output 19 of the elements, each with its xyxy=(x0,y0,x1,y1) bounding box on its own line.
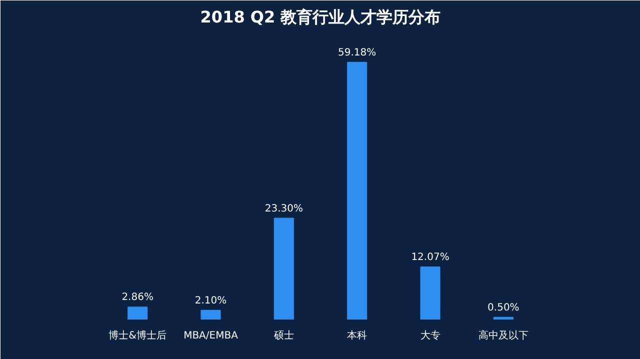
bar xyxy=(347,62,368,320)
data-label: 23.30% xyxy=(264,203,303,214)
bar xyxy=(200,310,221,320)
x-tick-label: 高中及以下 xyxy=(478,330,528,342)
data-label: 0.50% xyxy=(488,302,520,314)
bar xyxy=(128,306,148,320)
x-tick-label: 博士&博士后 xyxy=(108,330,166,342)
data-label: 12.07% xyxy=(411,252,450,264)
data-label: 59.18% xyxy=(338,47,376,58)
x-tick-label: 大专 xyxy=(420,330,440,342)
bar xyxy=(274,218,294,320)
bar xyxy=(493,316,514,320)
data-label: 2.10% xyxy=(194,295,227,306)
data-label: 2.86% xyxy=(122,292,154,304)
x-tick-label: MBA/EMBA xyxy=(184,330,238,342)
bar xyxy=(420,266,440,320)
chart-title: 2018 Q2 教育行业人才学历分布 xyxy=(200,8,441,26)
x-tick-label: 本科 xyxy=(347,330,368,342)
x-tick-label: 硕士 xyxy=(272,330,294,342)
